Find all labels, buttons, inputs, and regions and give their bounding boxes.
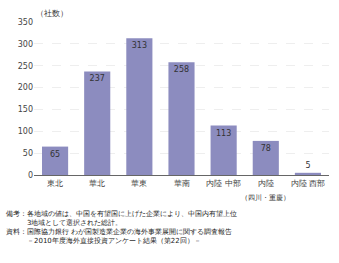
svg-text:313: 313 — [132, 41, 147, 50]
svg-text:内陸: 内陸 — [258, 179, 274, 188]
svg-text:華南: 華南 — [174, 179, 190, 188]
svg-text:50: 50 — [23, 149, 33, 158]
svg-text:（社数）: （社数） — [36, 9, 68, 18]
svg-text:華東: 華東 — [131, 179, 147, 188]
svg-text:150: 150 — [18, 105, 33, 114]
svg-text:（四川・重慶）: （四川・重慶） — [241, 194, 290, 202]
svg-text:東北: 東北 — [47, 179, 63, 188]
svg-text:5: 5 — [305, 161, 310, 170]
svg-text:250: 250 — [18, 62, 33, 71]
svg-text:内陸 西部: 内陸 西部 — [291, 179, 326, 188]
svg-text:華北: 華北 — [89, 179, 105, 188]
svg-text:備考：各地域の値は、中国を有望国に上げた企業により、中国内有: 備考：各地域の値は、中国を有望国に上げた企業により、中国内有望上位 3地域として… — [6, 210, 237, 245]
svg-text:65: 65 — [50, 150, 60, 159]
svg-text:113: 113 — [216, 129, 231, 138]
svg-text:78: 78 — [261, 144, 271, 153]
svg-text:内陸 中部: 内陸 中部 — [206, 179, 241, 188]
svg-text:350: 350 — [18, 18, 33, 27]
svg-text:0: 0 — [28, 171, 33, 180]
svg-text:100: 100 — [18, 127, 33, 136]
svg-text:300: 300 — [18, 40, 33, 49]
svg-text:258: 258 — [174, 65, 189, 74]
svg-text:237: 237 — [90, 74, 105, 83]
svg-text:200: 200 — [18, 83, 33, 92]
